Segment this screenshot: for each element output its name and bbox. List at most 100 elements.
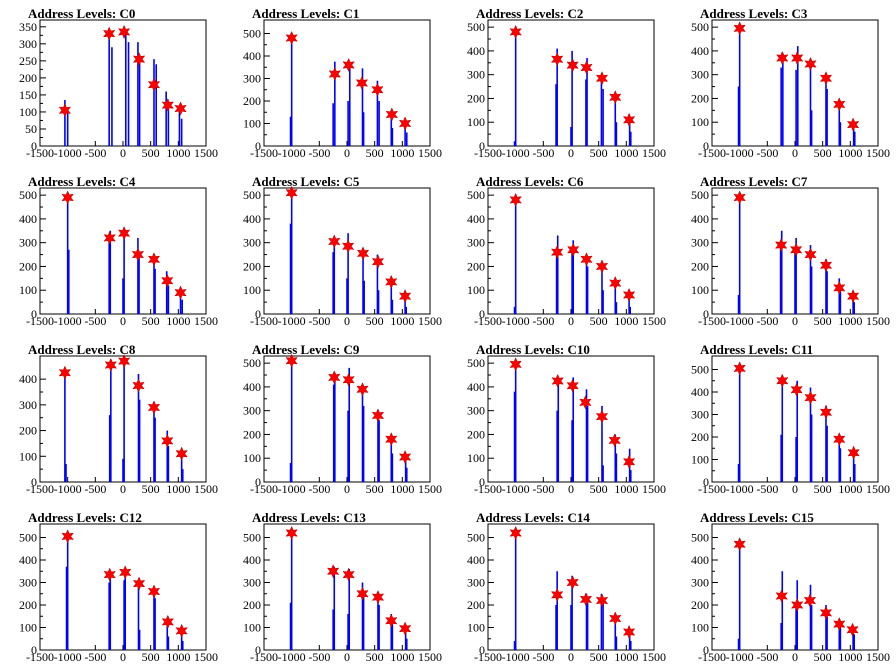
chart-plot: 0 50 100 150 200 250 300 350 -1500 -1000 -500 0 500 1…: [19, 19, 218, 160]
peak-marker: [833, 280, 846, 295]
y-tick-label: 200: [243, 598, 261, 612]
x-tick-label: -500: [532, 314, 554, 328]
peak-marker: [595, 409, 609, 424]
y-tick-label: 0: [479, 139, 485, 153]
y-tick-label: 500: [243, 27, 261, 41]
y-tick-label: 100: [19, 283, 37, 297]
y-tick-label: 200: [243, 94, 261, 108]
y-tick-label: 100: [243, 451, 261, 465]
peak-marker: [804, 56, 817, 72]
x-tick-label: 500: [590, 650, 608, 664]
chart-plot: 0 100 200 300 400 500 -1500 -1000 -500 0 500 1000 15…: [19, 187, 218, 328]
x-tick-label: -500: [756, 650, 778, 664]
y-tick-label: 200: [467, 259, 485, 273]
x-tick-label: 0: [344, 146, 350, 160]
y-tick-label: 100: [19, 621, 37, 635]
y-tick-label: 400: [691, 44, 709, 58]
y-tick-label: 300: [243, 576, 261, 590]
peak-marker: [567, 242, 580, 257]
peak-marker: [102, 26, 116, 41]
x-tick-label: -1000: [502, 314, 530, 328]
x-tick-label: 1000: [838, 650, 862, 664]
y-tick-label: 400: [243, 380, 261, 394]
y-tick-label: 100: [243, 283, 261, 297]
y-tick-label: 400: [19, 372, 37, 386]
peak-marker: [776, 373, 789, 388]
x-tick-label: -500: [308, 650, 330, 664]
x-tick-label: 1000: [838, 146, 862, 160]
x-tick-label: -1500: [26, 146, 54, 160]
peak-marker: [385, 274, 398, 290]
x-tick-label: 1500: [866, 314, 890, 328]
x-tick-label: 500: [590, 314, 608, 328]
x-tick-label: -1000: [278, 146, 306, 160]
x-tick-label: 1500: [418, 146, 442, 160]
x-tick-label: 500: [142, 482, 160, 496]
y-tick-label: 500: [243, 356, 261, 370]
peak-marker: [356, 586, 369, 601]
peak-marker: [285, 185, 298, 200]
chart-panel: 0 100 200 300 400 500 -1500 -1000 -500 0 500 1000 15…: [0, 168, 224, 336]
x-tick-label: -1000: [278, 650, 306, 664]
y-tick-label: 100: [691, 283, 709, 297]
x-tick-label: 500: [366, 314, 384, 328]
peak-marker: [371, 408, 385, 423]
peak-marker: [733, 537, 746, 552]
x-tick-label: 1000: [390, 146, 414, 160]
x-tick-label: 1500: [194, 650, 218, 664]
x-tick-label: 0: [792, 482, 798, 496]
peak-marker: [174, 285, 187, 300]
y-tick-label: 100: [19, 105, 37, 119]
x-tick-label: 500: [814, 314, 832, 328]
chart-title: Address Levels: C13: [252, 510, 366, 525]
peak-marker: [833, 616, 846, 632]
x-tick-label: 1500: [866, 650, 890, 664]
x-tick-label: -500: [756, 146, 778, 160]
peak-marker: [371, 589, 385, 605]
peak-marker: [595, 593, 609, 608]
x-tick-label: -1000: [726, 146, 754, 160]
x-tick-label: 0: [344, 482, 350, 496]
peak-marker: [326, 564, 340, 579]
y-tick-label: 0: [703, 475, 709, 489]
peak-marker: [371, 254, 385, 269]
peak-marker: [566, 575, 579, 590]
x-tick-label: 0: [792, 650, 798, 664]
peak-marker: [819, 258, 833, 273]
x-tick-label: -1500: [26, 314, 54, 328]
peak-marker: [790, 382, 803, 397]
x-tick-label: -1500: [250, 482, 278, 496]
peak-marker: [847, 445, 860, 460]
peak-marker: [833, 97, 846, 112]
chart-panel: 0 100 200 300 400 500 -1500 -1000 -500 0 500 1000 15…: [448, 168, 672, 336]
x-tick-label: -500: [308, 146, 330, 160]
chart-title: Address Levels: C10: [476, 342, 590, 357]
y-tick-label: 0: [703, 643, 709, 657]
y-tick-label: 500: [691, 363, 709, 377]
x-tick-label: -500: [308, 482, 330, 496]
chart-title: Address Levels: C11: [700, 342, 814, 357]
y-tick-label: 300: [691, 576, 709, 590]
peak-marker: [119, 565, 132, 580]
peak-marker: [509, 525, 522, 541]
x-tick-label: -1500: [474, 314, 502, 328]
x-tick-label: 1000: [838, 314, 862, 328]
x-tick-label: -1500: [26, 482, 54, 496]
peak-marker: [550, 587, 564, 603]
y-tick-label: 300: [467, 68, 485, 82]
peak-marker: [147, 77, 161, 92]
y-tick-label: 0: [31, 475, 37, 489]
x-tick-label: -1000: [54, 650, 82, 664]
y-tick-label: 300: [19, 576, 37, 590]
x-tick-label: -500: [84, 482, 106, 496]
y-tick-label: 200: [19, 259, 37, 273]
x-tick-label: -1000: [278, 482, 306, 496]
x-tick-label: 0: [568, 650, 574, 664]
peak-marker: [622, 454, 636, 469]
chart-title: Address Levels: C2: [476, 6, 584, 21]
x-tick-label: -1500: [26, 650, 54, 664]
y-tick-label: 250: [19, 54, 37, 68]
chart-title: Address Levels: C5: [252, 174, 360, 189]
peak-marker: [622, 287, 636, 303]
peak-marker: [356, 382, 369, 397]
